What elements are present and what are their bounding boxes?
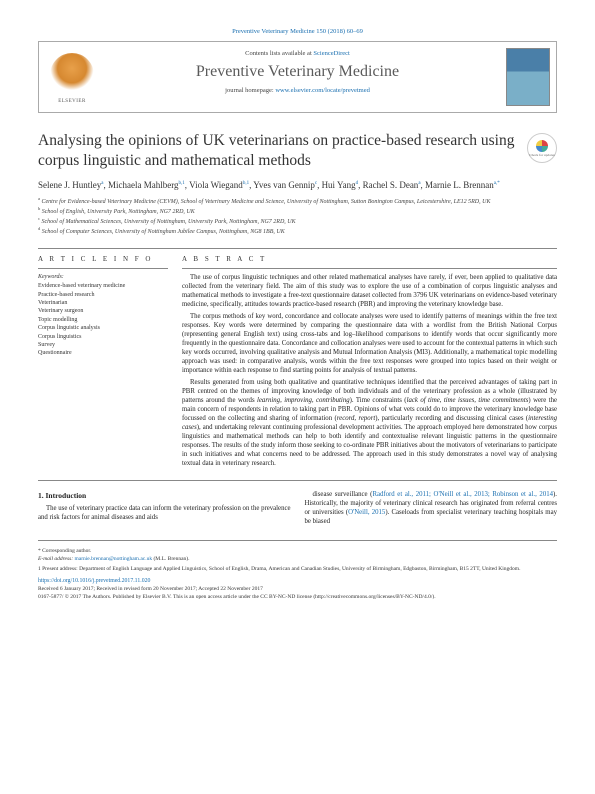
divider (182, 268, 557, 269)
keyword-item: Veterinary surgeon (38, 307, 168, 315)
abstract-text: The use of corpus linguistic techniques … (182, 274, 557, 468)
sciencedirect-link[interactable]: ScienceDirect (313, 50, 349, 57)
affiliation-line: c School of Mathematical Sciences, Unive… (38, 216, 557, 226)
body-paragraph: The use of veterinary practice data can … (38, 505, 291, 523)
journal-header-box: ELSEVIER Contents lists available at Sci… (38, 41, 557, 113)
footnote-block: * Corresponding author. E-mail address: … (38, 540, 557, 601)
abstract-head: A B S T R A C T (182, 255, 557, 263)
elsevier-label: ELSEVIER (58, 99, 86, 104)
keyword-item: Corpus linguistics (38, 333, 168, 341)
article-history: Received 6 January 2017; Received in rev… (38, 586, 557, 593)
keyword-item: Evidence-based veterinary medicine (38, 282, 168, 290)
journal-name: Preventive Veterinary Medicine (109, 63, 486, 81)
elsevier-logo: ELSEVIER (45, 48, 99, 108)
keywords-label: Keywords: (38, 274, 168, 280)
article-title: Analysing the opinions of UK veterinaria… (38, 131, 557, 171)
divider (38, 268, 168, 269)
keyword-item: Questionnaire (38, 349, 168, 357)
journal-cover-thumbnail (506, 48, 550, 106)
corresponding-email-link[interactable]: marnie.brennan@nottingham.ac.uk (74, 556, 152, 562)
keyword-item: Corpus linguistic analysis (38, 324, 168, 332)
email-line: E-mail address: marnie.brennan@nottingha… (38, 556, 557, 563)
abstract-column: A B S T R A C T The use of corpus lingui… (182, 255, 557, 471)
keyword-item: Survey (38, 341, 168, 349)
affiliations: a Centre for Evidence-based Veterinary M… (38, 196, 557, 236)
homepage-line: journal homepage: www.elsevier.com/locat… (109, 87, 486, 94)
section-heading-introduction: 1. Introduction (38, 491, 291, 500)
doi-link[interactable]: https://doi.org/10.1016/j.prevetmed.2017… (38, 578, 150, 584)
running-header: Preventive Veterinary Medicine 150 (2018… (38, 28, 557, 35)
body-column-right: disease surveillance (Radford et al., 20… (305, 491, 558, 527)
contents-line: Contents lists available at ScienceDirec… (109, 50, 486, 57)
elsevier-tree-icon (50, 53, 94, 97)
keyword-item: Practice-based research (38, 291, 168, 299)
affiliation-line: b School of English, University Park, No… (38, 206, 557, 216)
copyright-line: 0167-5877/ © 2017 The Authors. Published… (38, 594, 557, 601)
keyword-item: Veterinarian (38, 299, 168, 307)
divider (38, 480, 557, 481)
article-info-head: A R T I C L E I N F O (38, 255, 168, 263)
journal-homepage-link[interactable]: www.elsevier.com/locate/prevetmed (275, 87, 370, 94)
check-for-updates-badge[interactable]: Check for updates (527, 133, 557, 163)
keyword-item: Topic modelling (38, 316, 168, 324)
contents-prefix: Contents lists available at (245, 50, 313, 57)
present-address-note: 1 Present address: Department of English… (38, 563, 557, 573)
affiliation-line: d School of Computer Sciences, Universit… (38, 226, 557, 236)
abstract-paragraph: The corpus methods of key word, concorda… (182, 313, 557, 376)
abstract-paragraph: Results generated from using both qualit… (182, 379, 557, 469)
crossmark-icon (536, 140, 548, 152)
body-paragraph: disease surveillance (Radford et al., 20… (305, 491, 558, 527)
corresponding-author-note: * Corresponding author. (38, 545, 557, 555)
check-updates-label: Check for updates (529, 153, 554, 157)
keywords-list: Evidence-based veterinary medicinePracti… (38, 282, 168, 358)
article-info-column: A R T I C L E I N F O Keywords: Evidence… (38, 255, 168, 471)
homepage-prefix: journal homepage: (225, 87, 275, 94)
abstract-paragraph: The use of corpus linguistic techniques … (182, 274, 557, 310)
author-list: Selene J. Huntleya, Michaela Mahlbergb,1… (38, 179, 557, 192)
body-column-left: 1. Introduction The use of veterinary pr… (38, 491, 291, 527)
affiliation-line: a Centre for Evidence-based Veterinary M… (38, 196, 557, 206)
